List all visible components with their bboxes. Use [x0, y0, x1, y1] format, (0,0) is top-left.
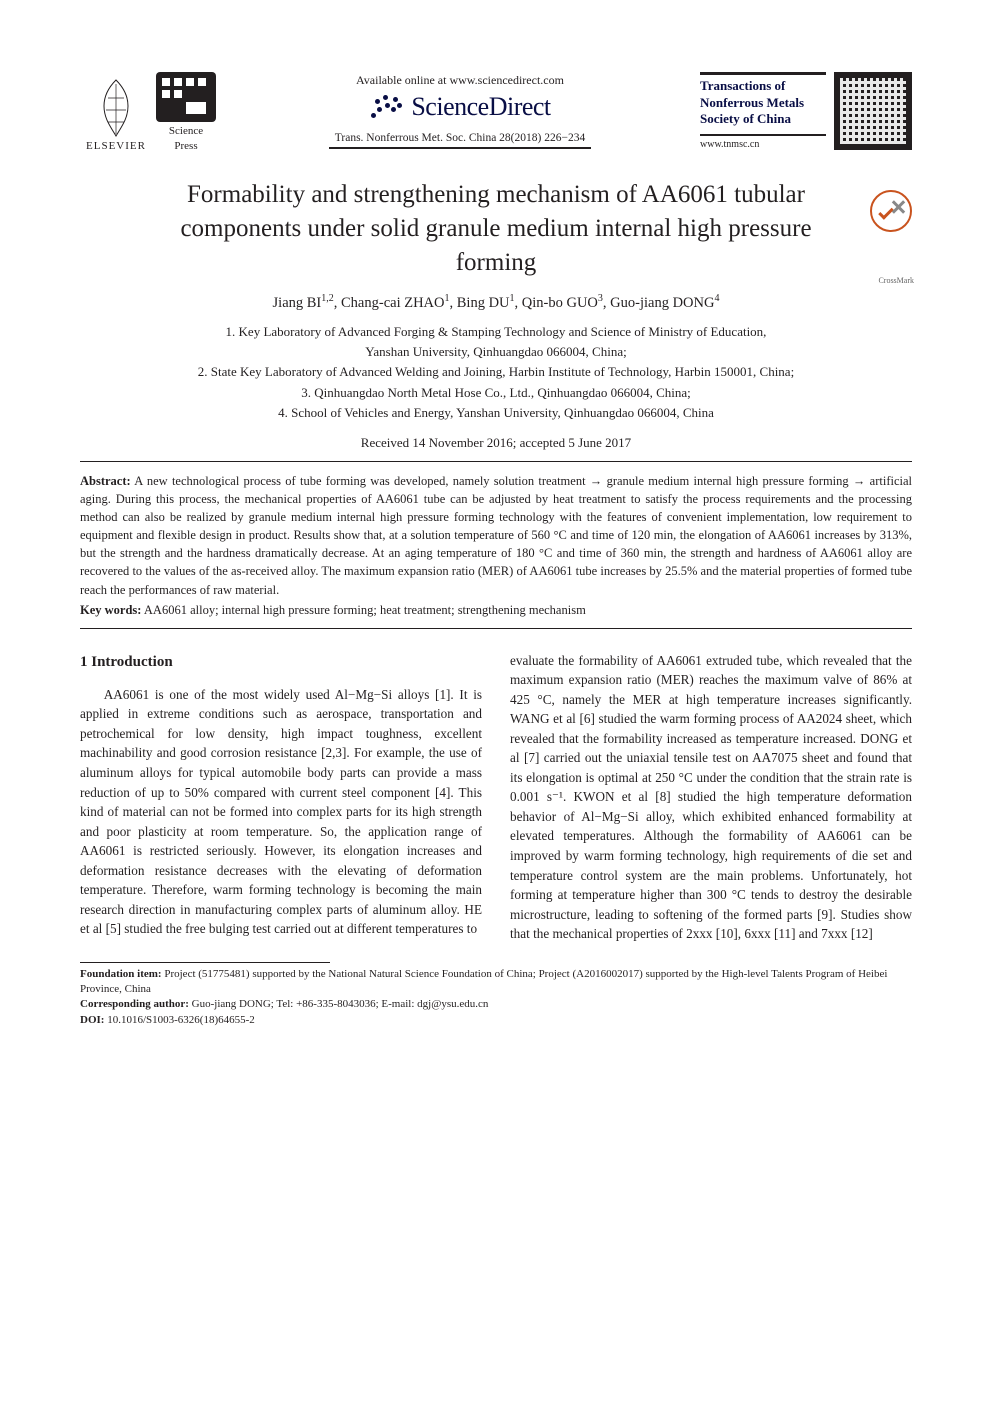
affiliation-line: 4. School of Vehicles and Energy, Yansha…: [80, 403, 912, 423]
section-heading: 1 Introduction: [80, 651, 482, 673]
crossmark-label: CrossMark: [878, 276, 914, 285]
abstract-block: Abstract: A new technological process of…: [80, 472, 912, 599]
column-left: 1 Introduction AA6061 is one of the most…: [80, 651, 482, 944]
keywords-label: Key words:: [80, 603, 141, 617]
keywords-block: Key words: AA6061 alloy; internal high p…: [80, 603, 912, 618]
header-right: Transactions of Nonferrous Metals Societ…: [700, 72, 912, 151]
page-root: ELSEVIER Science Press Available online …: [0, 0, 992, 1068]
header-center: Available online at www.sciencedirect.co…: [234, 73, 686, 149]
press-label: Press: [174, 140, 197, 152]
title-block: Formability and strengthening mechanism …: [80, 178, 912, 279]
abstract-text: A new technological process of tube form…: [80, 474, 912, 597]
foundation-label: Foundation item:: [80, 968, 162, 980]
sciencedirect-logo: ScienceDirect: [369, 92, 550, 122]
footer-rule: [80, 962, 330, 963]
body-paragraph: AA6061 is one of the most widely used Al…: [80, 685, 482, 939]
corresponding-label: Corresponding author:: [80, 998, 189, 1010]
abstract-label: Abstract:: [80, 474, 131, 488]
keywords-text: AA6061 alloy; internal high pressure for…: [144, 603, 586, 617]
science-press-logo: Science Press: [152, 72, 220, 152]
crossmark-icon: [877, 200, 905, 222]
elsevier-label: ELSEVIER: [86, 140, 146, 152]
footer-block: Foundation item: Project (51775481) supp…: [80, 967, 912, 1029]
elsevier-logo: ELSEVIER: [80, 70, 152, 152]
doi-text: 10.1016/S1003-6326(18)64655-2: [107, 1014, 255, 1026]
body-paragraph: evaluate the formability of AA6061 extru…: [510, 651, 912, 944]
article-title: Formability and strengthening mechanism …: [80, 178, 912, 279]
journal-header: ELSEVIER Science Press Available online …: [80, 70, 912, 152]
journal-reference: Trans. Nonferrous Met. Soc. China 28(201…: [329, 132, 591, 149]
qr-code-icon: [834, 72, 912, 150]
publisher-logos: ELSEVIER Science Press: [80, 70, 220, 152]
corresponding-text: Guo-jiang DONG; Tel: +86-335-8043036; E-…: [192, 998, 489, 1010]
affiliation-line: 1. Key Laboratory of Advanced Forging & …: [80, 322, 912, 342]
science-label: Science: [169, 125, 203, 137]
affiliation-line: Yanshan University, Qinhuangdao 066004, …: [80, 342, 912, 362]
journal-name-block: Transactions of Nonferrous Metals Societ…: [700, 72, 826, 151]
authors-line: Jiang BI1,2, Chang-cai ZHAO1, Bing DU1, …: [80, 293, 912, 312]
body-columns: 1 Introduction AA6061 is one of the most…: [80, 651, 912, 944]
affiliation-line: 3. Qinhuangdao North Metal Hose Co., Ltd…: [80, 383, 912, 403]
corresponding-line: Corresponding author: Guo-jiang DONG; Te…: [80, 997, 912, 1012]
crossmark-badge[interactable]: [870, 190, 912, 232]
sciencedirect-wordmark: ScienceDirect: [411, 92, 550, 122]
horizontal-rule: [80, 628, 912, 629]
journal-url: www.tnmsc.cn: [700, 134, 826, 150]
received-accepted-dates: Received 14 November 2016; accepted 5 Ju…: [80, 435, 912, 451]
affiliation-line: 2. State Key Laboratory of Advanced Weld…: [80, 362, 912, 382]
foundation-line: Foundation item: Project (51775481) supp…: [80, 967, 912, 998]
doi-label: DOI:: [80, 1014, 104, 1026]
journal-name-line-2: Nonferrous Metals: [700, 95, 826, 112]
foundation-text: Project (51775481) supported by the Nati…: [80, 968, 887, 995]
sciencedirect-mark-icon: [369, 93, 403, 121]
elsevier-tree-icon: [88, 78, 144, 138]
affiliations-block: 1. Key Laboratory of Advanced Forging & …: [80, 322, 912, 423]
journal-name-line-3: Society of China: [700, 111, 826, 128]
journal-name-line-1: Transactions of: [700, 78, 826, 95]
doi-line: DOI: 10.1016/S1003-6326(18)64655-2: [80, 1013, 912, 1028]
science-press-icon: [156, 72, 216, 122]
horizontal-rule: [80, 461, 912, 462]
column-right: evaluate the formability of AA6061 extru…: [510, 651, 912, 944]
available-online-text: Available online at www.sciencedirect.co…: [356, 73, 564, 88]
